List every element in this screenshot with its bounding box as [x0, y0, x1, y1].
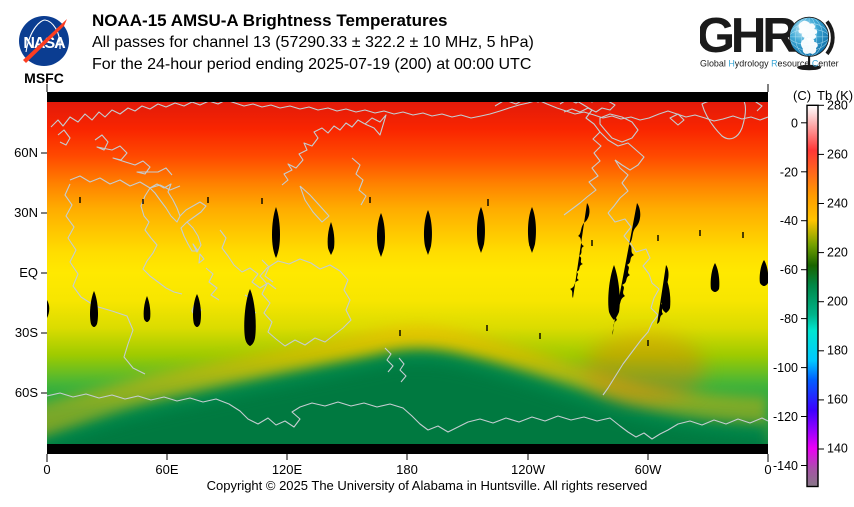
svg-text:-100: -100 [773, 361, 798, 375]
svg-text:-20: -20 [780, 165, 798, 179]
svg-text:240: 240 [827, 197, 848, 211]
svg-text:0: 0 [791, 116, 798, 130]
svg-text:200: 200 [827, 295, 848, 309]
svg-text:140: 140 [827, 442, 848, 456]
svg-text:-80: -80 [780, 312, 798, 326]
svg-text:220: 220 [827, 246, 848, 260]
svg-text:280: 280 [827, 99, 848, 113]
svg-text:-120: -120 [773, 410, 798, 424]
svg-text:260: 260 [827, 148, 848, 162]
svg-text:-60: -60 [780, 263, 798, 277]
svg-text:160: 160 [827, 393, 848, 407]
svg-text:180: 180 [827, 344, 848, 358]
svg-text:(C): (C) [793, 88, 811, 103]
svg-text:-140: -140 [773, 459, 798, 473]
svg-text:-40: -40 [780, 214, 798, 228]
